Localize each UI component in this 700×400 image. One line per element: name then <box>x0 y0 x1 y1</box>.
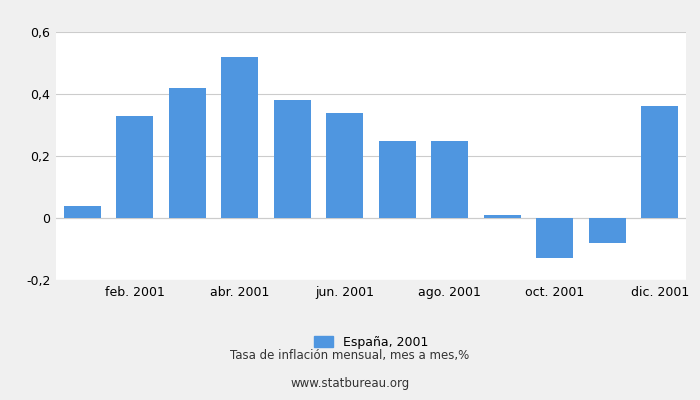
Bar <box>221 57 258 218</box>
Bar <box>64 206 101 218</box>
Bar <box>274 100 311 218</box>
Bar <box>484 215 521 218</box>
Bar <box>641 106 678 218</box>
Legend: España, 2001: España, 2001 <box>309 331 433 354</box>
Text: www.statbureau.org: www.statbureau.org <box>290 378 410 390</box>
Bar <box>169 88 206 218</box>
Bar <box>431 140 468 218</box>
Bar <box>116 116 153 218</box>
Bar <box>589 218 626 243</box>
Text: Tasa de inflación mensual, mes a mes,%: Tasa de inflación mensual, mes a mes,% <box>230 350 470 362</box>
Bar <box>379 140 416 218</box>
Bar <box>326 113 363 218</box>
Bar <box>536 218 573 258</box>
